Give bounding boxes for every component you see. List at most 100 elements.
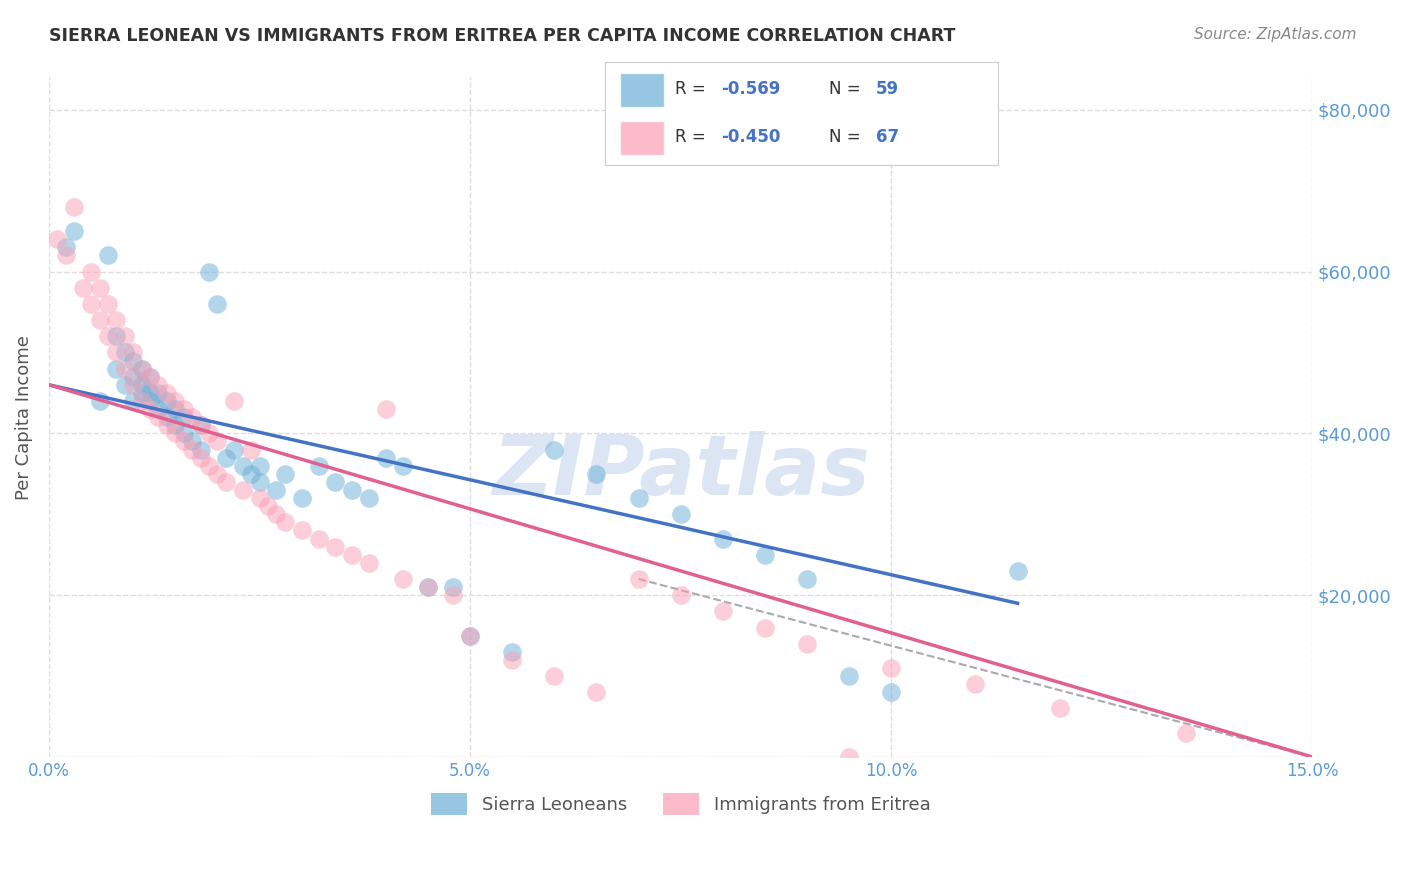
Point — [198, 264, 221, 278]
Point — [543, 442, 565, 457]
Point — [181, 442, 204, 457]
Point — [627, 491, 650, 505]
Point — [198, 458, 221, 473]
Point — [63, 200, 86, 214]
Point — [198, 426, 221, 441]
Point — [391, 458, 413, 473]
Point — [441, 588, 464, 602]
Point — [796, 637, 818, 651]
Point — [501, 645, 523, 659]
Point — [55, 248, 77, 262]
Point — [340, 483, 363, 497]
Point — [501, 653, 523, 667]
Point — [340, 548, 363, 562]
Point — [131, 361, 153, 376]
Point — [266, 483, 288, 497]
Point — [325, 475, 347, 489]
Point — [122, 345, 145, 359]
Point — [122, 353, 145, 368]
Point — [374, 450, 396, 465]
Point — [325, 540, 347, 554]
Y-axis label: Per Capita Income: Per Capita Income — [15, 334, 32, 500]
Point — [181, 434, 204, 449]
Point — [190, 442, 212, 457]
Point — [80, 264, 103, 278]
Point — [89, 394, 111, 409]
Point — [627, 572, 650, 586]
Point — [207, 297, 229, 311]
Point — [148, 402, 170, 417]
Point — [122, 394, 145, 409]
Point — [357, 491, 380, 505]
Point — [181, 410, 204, 425]
Point — [669, 508, 692, 522]
Point — [838, 669, 860, 683]
Point — [249, 491, 271, 505]
Point — [131, 394, 153, 409]
Point — [880, 661, 903, 675]
Text: N =: N = — [830, 128, 866, 146]
Point — [122, 369, 145, 384]
Point — [139, 386, 162, 401]
Text: SIERRA LEONEAN VS IMMIGRANTS FROM ERITREA PER CAPITA INCOME CORRELATION CHART: SIERRA LEONEAN VS IMMIGRANTS FROM ERITRE… — [49, 27, 956, 45]
Point — [308, 458, 330, 473]
Point — [796, 572, 818, 586]
Point — [1175, 725, 1198, 739]
Text: 59: 59 — [876, 80, 900, 98]
Point — [308, 532, 330, 546]
Text: Source: ZipAtlas.com: Source: ZipAtlas.com — [1194, 27, 1357, 42]
Point — [165, 418, 187, 433]
Text: ZIPatlas: ZIPatlas — [492, 431, 870, 512]
Legend: Sierra Leoneans, Immigrants from Eritrea: Sierra Leoneans, Immigrants from Eritrea — [423, 786, 938, 822]
Point — [207, 467, 229, 481]
Point — [63, 224, 86, 238]
Point — [240, 442, 263, 457]
Point — [1049, 701, 1071, 715]
Point — [224, 442, 246, 457]
Point — [131, 361, 153, 376]
Point — [458, 629, 481, 643]
Point — [232, 483, 254, 497]
Point — [97, 248, 120, 262]
Point — [711, 604, 734, 618]
Point — [965, 677, 987, 691]
Point — [148, 410, 170, 425]
Point — [240, 467, 263, 481]
Point — [105, 345, 128, 359]
Point — [207, 434, 229, 449]
Point — [148, 377, 170, 392]
Point — [105, 313, 128, 327]
Point — [165, 394, 187, 409]
Point — [105, 361, 128, 376]
Point — [458, 629, 481, 643]
Point — [114, 345, 136, 359]
Point — [105, 329, 128, 343]
Point — [357, 556, 380, 570]
Point — [114, 377, 136, 392]
Point — [114, 329, 136, 343]
Point — [46, 232, 69, 246]
Text: 67: 67 — [876, 128, 900, 146]
Text: R =: R = — [675, 128, 711, 146]
Point — [249, 458, 271, 473]
Point — [224, 394, 246, 409]
Point — [754, 548, 776, 562]
Point — [441, 580, 464, 594]
Point — [156, 394, 179, 409]
Point — [585, 467, 607, 481]
Point — [156, 386, 179, 401]
Point — [416, 580, 439, 594]
Point — [156, 418, 179, 433]
Point — [1007, 564, 1029, 578]
Point — [173, 434, 195, 449]
Point — [711, 532, 734, 546]
Point — [131, 377, 153, 392]
Point — [139, 402, 162, 417]
Point — [543, 669, 565, 683]
Point — [97, 297, 120, 311]
Point — [215, 475, 238, 489]
Text: -0.569: -0.569 — [721, 80, 780, 98]
Point — [131, 386, 153, 401]
Point — [374, 402, 396, 417]
Point — [190, 418, 212, 433]
